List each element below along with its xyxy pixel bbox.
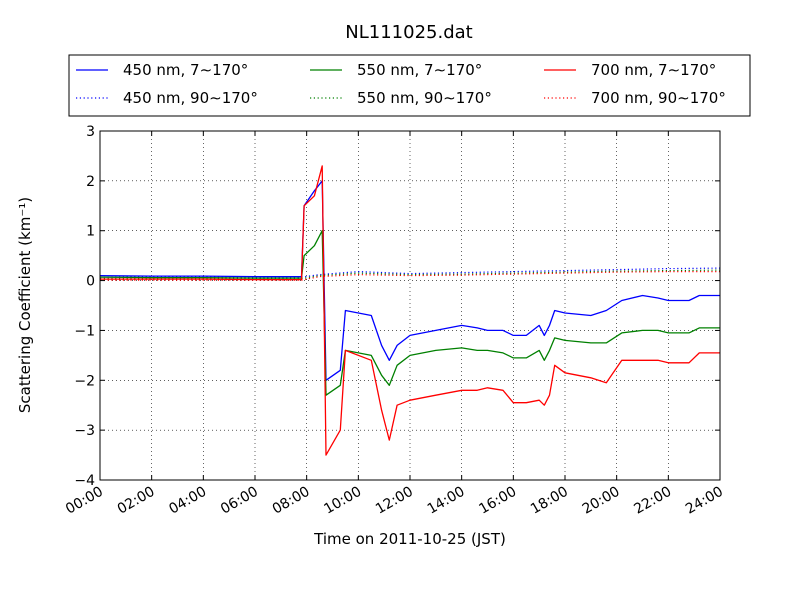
chart-title: NL111025.dat [345, 22, 472, 43]
legend-frame [68, 54, 751, 117]
y-tick-label: −3 [74, 423, 95, 439]
series-line-4 [100, 165, 720, 456]
legend-label-4: 700 nm, 7∼170° [591, 61, 716, 79]
legend-label-3: 550 nm, 90∼170° [357, 89, 492, 107]
y-axis-label: Scattering Coefficient (km⁻¹) [16, 197, 34, 413]
legend: 450 nm, 7∼170° 450 nm, 90∼170° 550 nm, 7∼1… [68, 54, 751, 117]
gridlines [100, 131, 720, 480]
legend-label-1: 450 nm, 90∼170° [123, 89, 258, 107]
y-tick-label: 3 [86, 124, 95, 140]
y-tick-label: 1 [86, 224, 95, 240]
legend-label-5: 700 nm, 90∼170° [591, 89, 726, 107]
y-tick-label: −1 [74, 323, 95, 339]
y-tick-label: −4 [74, 473, 95, 489]
series-line-0 [99, 180, 720, 381]
series-line-2 [99, 230, 720, 396]
legend-label-0: 450 nm, 7∼170° [123, 61, 248, 79]
plot-frame [99, 130, 721, 481]
y-tick-label: 0 [86, 274, 95, 290]
y-tick-label: 2 [86, 174, 95, 190]
x-axis-label: Time on 2011-10-25 (JST) [313, 530, 506, 548]
series-layer [99, 165, 721, 456]
legend-label-2: 550 nm, 7∼170° [357, 61, 482, 79]
y-tick-label: −2 [74, 373, 95, 389]
